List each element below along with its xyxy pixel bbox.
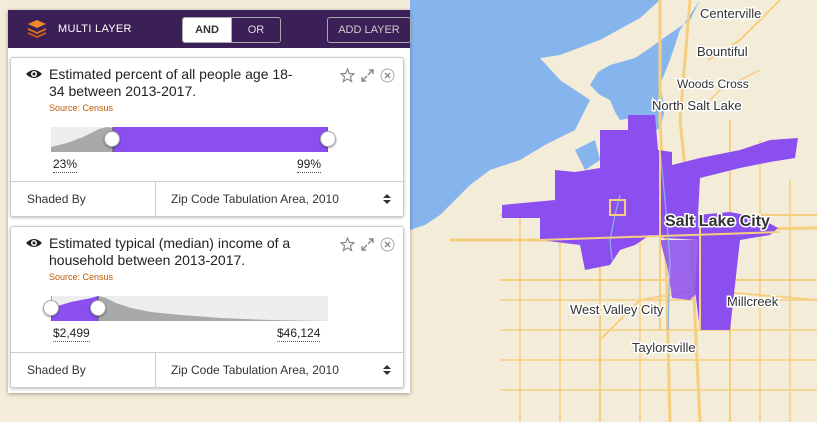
map-label-north-salt-lake: North Salt Lake [652,98,742,113]
range-max-value: $46,124 [277,326,321,342]
close-icon[interactable] [380,68,395,83]
shaded-by-row: Shaded By Zip Code Tabulation Area, 2010 [11,352,403,387]
card-actions [339,67,395,83]
shaded-by-select[interactable]: Zip Code Tabulation Area, 2010 [156,353,403,387]
close-icon[interactable] [380,237,395,252]
map-label-millcreek: Millcreek [727,294,779,309]
add-layer-button[interactable]: ADD LAYER [327,17,411,43]
shaded-by-value: Zip Code Tabulation Area, 2010 [171,363,339,377]
panel-header: MULTI LAYER AND OR ADD LAYER [8,10,411,48]
layer-title: Estimated typical (median) income of a h… [49,235,291,268]
multi-layer-panel: MULTI LAYER AND OR ADD LAYER Estimated p… [8,10,411,393]
map-label-salt-lake-city: Salt Lake City [665,213,770,230]
layer-title: Estimated percent of all people age 18-3… [49,66,293,99]
layer-card-1: Estimated percent of all people age 18-3… [10,57,404,217]
layer-source: Source: Census [49,272,114,282]
range-min-handle[interactable] [43,300,59,316]
card-actions [339,236,395,252]
and-or-toggle: AND OR [182,17,281,43]
map-label-taylorsville: Taylorsville [632,340,696,355]
star-icon[interactable] [339,236,356,252]
shaded-by-value: Zip Code Tabulation Area, 2010 [171,192,339,206]
map-label-west-valley-city: West Valley City [570,302,664,317]
range-max-value: 99% [297,157,322,173]
map-label-woods-cross: Woods Cross [677,77,749,91]
map-label-centerville: Centerville [700,6,761,21]
shaded-by-label: Shaded By [11,182,156,216]
range-slider[interactable] [43,294,328,321]
layer-source: Source: Census [49,103,114,113]
toggle-and-button[interactable]: AND [183,18,231,42]
range-min-value: $2,499 [53,326,90,342]
layers-icon [28,20,46,38]
range-min-handle[interactable] [103,131,120,147]
toggle-or-button[interactable]: OR [231,18,280,42]
range-max-handle[interactable] [90,300,107,316]
map-label-bountiful: Bountiful [697,44,748,59]
shaded-by-label: Shaded By [11,353,156,387]
range-slider[interactable] [51,125,336,152]
range-min-value: 23% [53,157,78,173]
shaded-by-select[interactable]: Zip Code Tabulation Area, 2010 [156,182,403,216]
expand-icon[interactable] [360,68,375,83]
panel-title: MULTI LAYER [58,23,132,35]
sort-caret-icon [383,194,391,204]
histogram [51,127,329,152]
layer-card-2: Estimated typical (median) income of a h… [10,226,404,388]
sort-caret-icon [383,365,391,375]
expand-icon[interactable] [360,237,375,252]
eye-icon[interactable] [25,68,43,80]
star-icon[interactable] [339,67,356,83]
range-max-handle[interactable] [320,131,336,147]
shaded-by-row: Shaded By Zip Code Tabulation Area, 2010 [11,181,403,216]
eye-icon[interactable] [25,237,43,249]
